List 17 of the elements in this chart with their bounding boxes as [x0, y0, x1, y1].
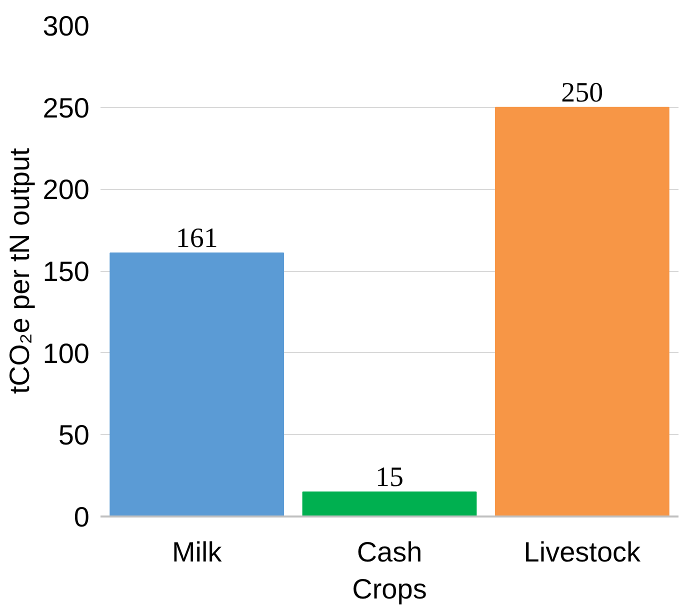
- data-label: 250: [561, 77, 604, 108]
- y-axis-title: tCO₂e per tN output: [4, 148, 35, 394]
- x-tick-label: Cash Crops: [352, 536, 427, 605]
- x-tick-label: Livestock: [524, 536, 642, 568]
- y-tick-label: 150: [42, 256, 90, 287]
- bar: [302, 491, 477, 516]
- y-tick-label: 0: [74, 502, 90, 532]
- x-tick-label: Milk: [172, 536, 223, 568]
- data-label: 161: [176, 222, 218, 254]
- y-tick-label: 100: [42, 338, 90, 369]
- bar: [110, 252, 284, 516]
- y-tick-label: 200: [42, 174, 90, 206]
- y-tick-label: 300: [42, 10, 90, 42]
- bar: [494, 106, 670, 516]
- y-tick-label: 50: [58, 420, 90, 451]
- y-tick-label: 250: [42, 92, 90, 124]
- data-label: 15: [376, 462, 404, 493]
